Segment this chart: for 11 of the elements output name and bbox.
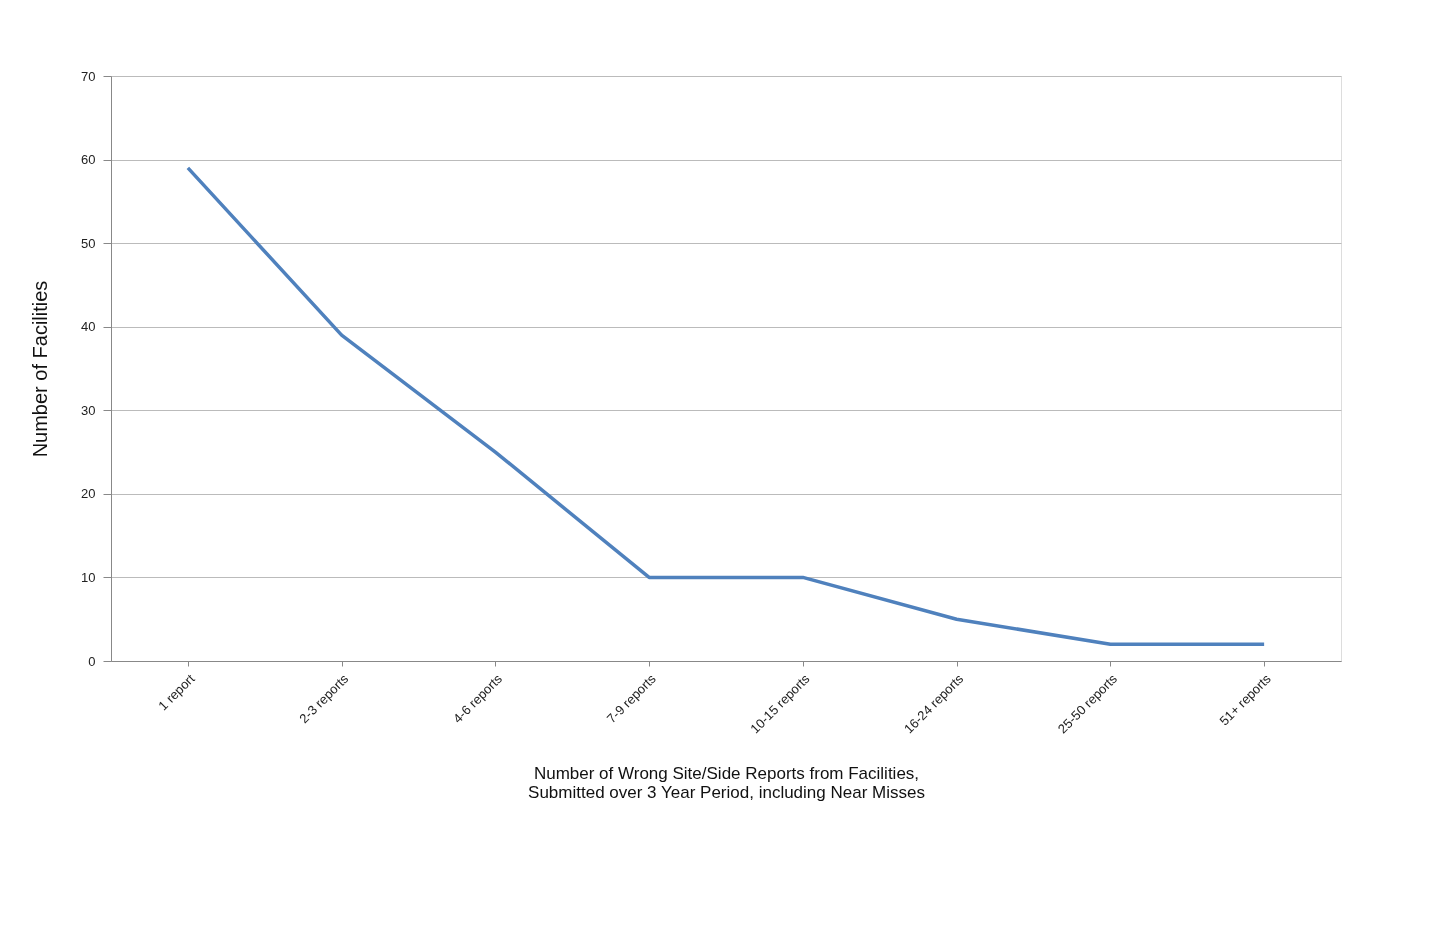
y-tick-label: 50 (81, 235, 96, 251)
line-series (186, 166, 1266, 647)
y-axis-title: Number of Facilities (29, 280, 52, 458)
x-axis-title: Number of Wrong Site/Side Reports from Facilities, Submitted over 3 Year Period, including Near Misses (528, 764, 925, 803)
y-tick-label: 0 (88, 653, 96, 669)
y-tick-label: 10 (81, 569, 96, 585)
y-tick-label: 30 (81, 402, 96, 418)
y-tick-label: 20 (81, 486, 96, 502)
y-tick-label: 60 (81, 152, 96, 168)
y-tick-label: 70 (81, 68, 96, 84)
y-tick-label: 40 (81, 319, 96, 335)
